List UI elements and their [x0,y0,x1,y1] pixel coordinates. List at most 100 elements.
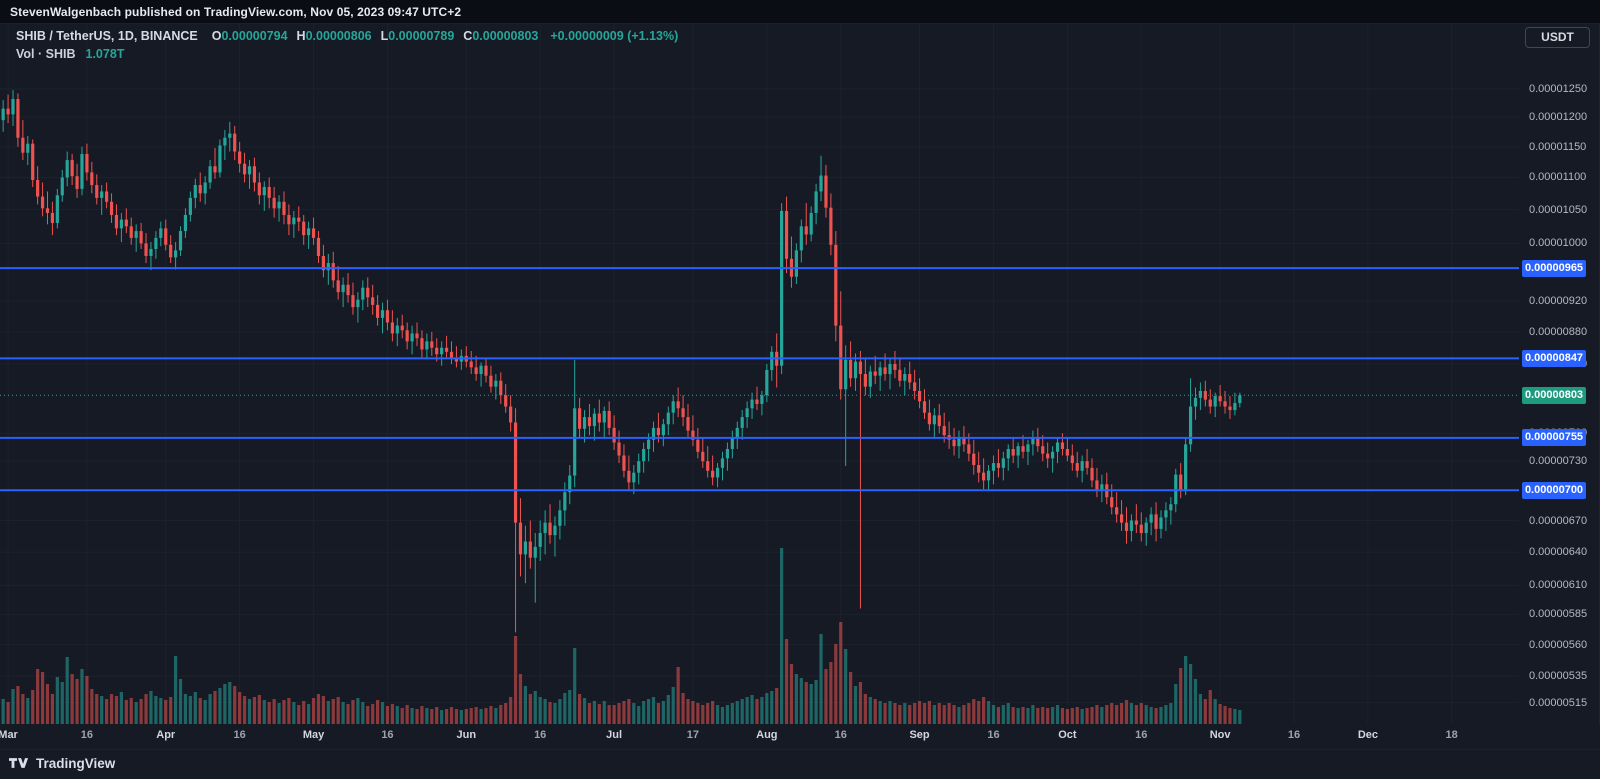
volume-bar [814,680,818,724]
candle-body [307,228,311,236]
volume-bar [1090,707,1094,724]
volume-bar [139,699,143,724]
volume-bar [193,692,197,724]
price-change: +0.00000009 (+1.13%) [550,29,679,43]
candle-body [139,231,143,244]
candle-body [735,427,739,437]
candle-body [302,221,306,236]
volume-bar [1179,668,1183,724]
volume-bar [351,700,355,724]
candle-body [908,374,912,383]
volume-bar [1011,707,1015,724]
volume-legend-label[interactable]: Vol · SHIB [16,47,76,61]
candle-body [410,333,414,342]
volume-bar [203,700,207,724]
volume-bar [651,697,656,724]
candle-body [558,510,562,526]
candle-body [400,325,404,331]
volume-bar [1110,703,1114,724]
candle-body [420,338,424,350]
candle-body [55,195,59,223]
volume-bar [898,705,902,724]
time-axis[interactable]: Mar 16 Apr 16 May 16 Jun 16 Jul 17 Aug 16 Sep 16 Oct 16… [0,724,1519,749]
volume-bar [627,699,631,724]
volume-bar [1193,679,1198,724]
volume-bar [573,648,577,724]
candle-body [144,243,148,256]
candle-body [977,464,981,473]
volume-bar [282,700,286,724]
candle-body [316,237,321,256]
candle-body [937,415,941,427]
hline-price-label[interactable]: 0.00000847 [1522,349,1586,367]
candle-body [1144,522,1148,534]
candle-body [863,374,867,387]
time-axis-month-label: Aug [756,729,778,741]
volume-bar [1065,709,1069,724]
ohlc-open: O0.00000794 [211,29,288,43]
time-axis-day-label: 17 [686,729,700,741]
volume-bar [725,705,730,724]
volume-bar [124,700,128,724]
volume-bar [267,702,271,724]
volume-bar [706,703,710,724]
volume-bar [1080,709,1084,724]
volume-bar [1050,707,1055,724]
candle-body [164,228,168,245]
volume-bar [292,702,296,724]
candle-body [898,369,902,381]
volume-bar [730,703,734,724]
candle-body [681,408,685,418]
candle-body [982,472,986,481]
candle-body [183,214,188,232]
volume-bar [839,622,843,724]
symbol-title[interactable]: SHIB / TetherUS, 1D, BINANCE [16,29,198,43]
candle-body [893,364,897,370]
volume-bar [637,706,641,724]
candle-body [853,361,858,379]
tradingview-logo-icon [9,757,29,768]
volume-bar [513,636,518,724]
volume-bar [809,684,813,724]
volume-bar [563,693,567,724]
candle-body [804,226,808,235]
volume-bar [1218,704,1222,724]
candle-body [701,451,705,462]
volume-bar [144,694,148,724]
volume-bar [356,698,360,724]
volume-bar [311,698,316,724]
candle-body [794,250,798,277]
volume-bar [533,691,537,724]
candle-body [1090,467,1094,481]
volume-bar [1046,708,1050,724]
volume-bar [750,695,754,724]
price-axis[interactable]: 0.00001250 0.00001200 0.00001150 0.00001100… [1519,24,1600,724]
volume-bar [829,662,833,724]
candle-body [1134,520,1138,525]
volume-bar [1149,707,1153,724]
hline-price-label[interactable]: 0.00000700 [1522,481,1586,499]
volume-bar [1105,705,1109,724]
volume-bar [913,703,917,724]
volume-bar [1144,705,1148,724]
candle-body [70,160,74,177]
hline-price-label[interactable]: 0.00000755 [1522,429,1586,447]
volume-bar [1100,707,1104,724]
tradingview-logo[interactable]: TradingView [9,753,115,773]
volume-bar [50,694,55,724]
volume-bar [853,686,858,724]
price-axis-label: 0.00001050 [1529,203,1588,216]
candle-body [991,463,996,471]
candle-body [612,427,616,443]
hline-price-label[interactable]: 0.00000965 [1522,259,1586,277]
candle-body [252,166,257,183]
volume-bar [848,672,853,724]
volume-bar [720,707,725,724]
volume-bar [114,696,119,724]
currency-toggle-button[interactable]: USDT [1525,27,1590,48]
volume-bar [868,697,872,724]
candle-body [193,185,197,198]
candle-body [469,361,473,368]
candle-body [494,380,498,387]
